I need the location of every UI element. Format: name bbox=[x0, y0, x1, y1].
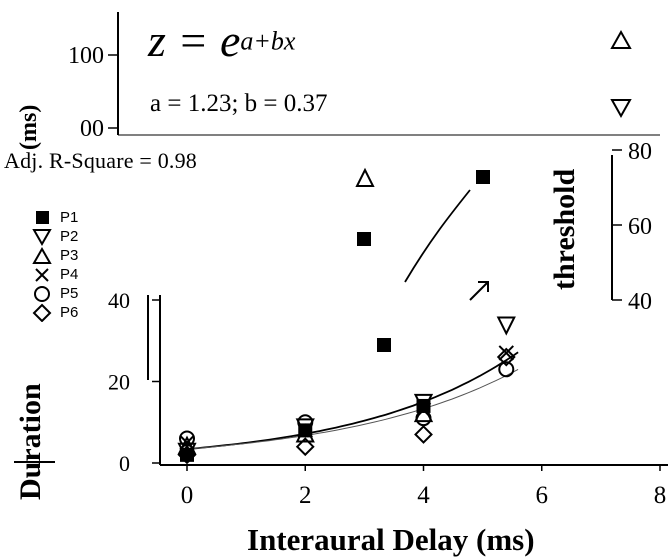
data-point-p6 bbox=[414, 425, 433, 444]
cross-icon bbox=[35, 268, 49, 282]
equation-exponent: a+bx bbox=[240, 26, 296, 56]
data-point-p6 bbox=[177, 445, 197, 465]
r-square-label: Adj. R-Square = 0.98 bbox=[4, 148, 197, 173]
equation-base: z = e bbox=[148, 15, 241, 66]
right-tick-label: 80 bbox=[628, 139, 652, 165]
triangle-up-icon bbox=[32, 246, 52, 264]
data-point-upper-p1 bbox=[476, 170, 490, 184]
arrow-marker bbox=[469, 281, 489, 301]
y-tick-label: 0 bbox=[119, 451, 130, 476]
legend-label-p3: P3 bbox=[60, 247, 79, 264]
legend-item-p2: P2 bbox=[30, 227, 78, 246]
legend-item-p5: P5 bbox=[30, 284, 78, 303]
x-tick-label: 6 bbox=[536, 482, 549, 509]
right-tick-label: 60 bbox=[628, 214, 652, 240]
legend: P1 P2 P3 P4 P5 P6 bbox=[30, 208, 78, 322]
y-tick-label: 20 bbox=[108, 370, 130, 395]
data-point-upper-p3 bbox=[355, 167, 375, 187]
data-point-inset-p3 bbox=[610, 29, 632, 49]
x-tick-label: 2 bbox=[299, 482, 312, 509]
data-point-p4 bbox=[297, 422, 313, 439]
data-point-p2 bbox=[496, 316, 516, 336]
fit-curve bbox=[186, 351, 519, 450]
x-axis-label: Interaural Delay (ms) bbox=[247, 522, 535, 557]
data-point-p4 bbox=[179, 434, 195, 451]
legend-label-p1: P1 bbox=[60, 209, 79, 226]
data-point-p5 bbox=[498, 361, 515, 378]
data-point-p5 bbox=[297, 414, 314, 431]
data-point-p6 bbox=[496, 347, 516, 367]
equation: z = ea+bx bbox=[148, 14, 295, 67]
data-point-p4 bbox=[415, 402, 432, 418]
fit-curve-secondary bbox=[186, 368, 519, 450]
data-point-p2 bbox=[413, 393, 434, 414]
fit-curve-upper bbox=[404, 189, 471, 283]
legend-label-p5: P5 bbox=[60, 285, 79, 302]
legend-item-p1: P1 bbox=[30, 208, 78, 227]
legend-item-p3: P3 bbox=[30, 246, 78, 265]
right-axis-label: threshold bbox=[548, 168, 581, 290]
data-point-upper-p1 bbox=[357, 232, 371, 246]
y-axis-unit: (ms) bbox=[16, 104, 42, 150]
legend-label-p2: P2 bbox=[60, 228, 79, 245]
x-tick-label: 4 bbox=[417, 482, 430, 509]
square-filled-icon bbox=[36, 211, 49, 224]
data-point-upper-p1 bbox=[377, 338, 391, 352]
diamond-icon bbox=[32, 303, 52, 322]
triangle-down-icon bbox=[32, 229, 52, 246]
inset-y-tick-label: 00 bbox=[80, 116, 104, 142]
data-point-p6 bbox=[295, 437, 315, 457]
inset-y-tick-label: 100 bbox=[68, 43, 104, 69]
y-tick-label: 40 bbox=[108, 288, 130, 313]
legend-label-p6: P6 bbox=[60, 304, 79, 321]
legend-item-p6: P6 bbox=[30, 303, 78, 322]
circle-icon bbox=[34, 286, 50, 302]
right-tick-label: 40 bbox=[628, 289, 652, 315]
data-point-p4 bbox=[498, 345, 514, 361]
x-tick-label: 0 bbox=[181, 482, 194, 509]
x-tick-label: 8 bbox=[654, 482, 667, 509]
legend-item-p4: P4 bbox=[30, 265, 78, 284]
y-axis-label: Duration bbox=[14, 383, 47, 500]
data-point-p5 bbox=[415, 410, 432, 427]
fit-parameters: a = 1.23; b = 0.37 bbox=[150, 90, 328, 117]
data-point-inset-p2 bbox=[610, 99, 632, 119]
legend-label-p4: P4 bbox=[60, 266, 79, 283]
